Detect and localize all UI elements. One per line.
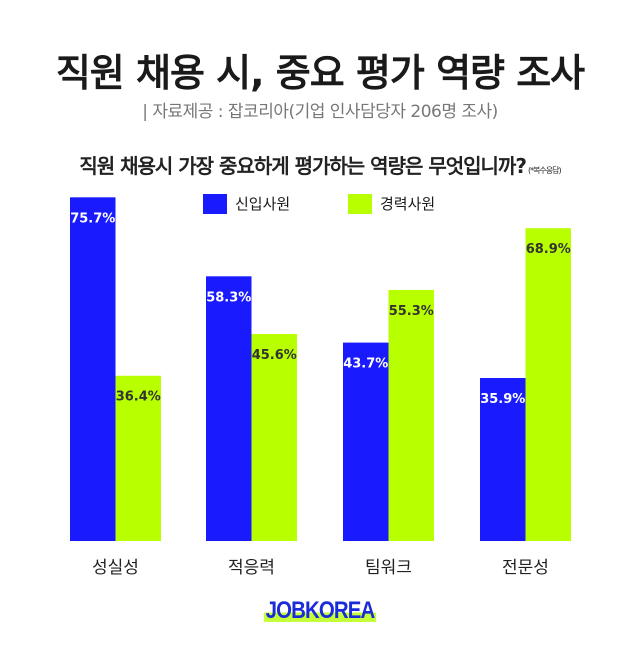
- logo-text: JOBKOREA: [263, 597, 377, 625]
- bar-new-3: [480, 378, 526, 541]
- category-label: 팀워크: [365, 558, 412, 578]
- legend-item-new: 신입사원: [203, 193, 290, 214]
- source-subtitle: | 자료제공 : 잡코리아(기업 인사담당자 206명 조사): [142, 102, 498, 122]
- bar-experienced-0: [115, 375, 161, 541]
- category-label: 전문성: [502, 558, 549, 578]
- bar-experienced-2: [388, 289, 434, 541]
- bar-experienced-1: [251, 333, 297, 541]
- data-label: 36.4%: [116, 390, 161, 405]
- data-label: 43.7%: [343, 357, 388, 372]
- bar-new-0: [70, 197, 116, 541]
- legend-label-new: 신입사원: [235, 195, 291, 213]
- legend-swatch-new: [203, 193, 227, 214]
- data-label: 55.3%: [389, 304, 434, 319]
- bar-new-1: [206, 276, 252, 541]
- bar-new-2: [343, 342, 389, 541]
- legend-swatch-experienced: [348, 193, 372, 214]
- bar-experienced-3: [525, 228, 571, 541]
- chart-title: 직원 채용시 가장 중요하게 평가하는 역량은 무엇입니까? (*복수응답): [0, 150, 640, 179]
- data-label: 58.3%: [206, 290, 251, 305]
- jobkorea-logo: JOBKOREA: [0, 597, 640, 625]
- multi-response-note: (*복수응답): [527, 166, 562, 175]
- page-title: 직원 채용 시, 중요 평가 역량 조사: [55, 51, 585, 95]
- category-label: 성실성: [92, 558, 139, 578]
- data-label: 35.9%: [480, 392, 525, 407]
- data-label: 75.7%: [70, 211, 115, 226]
- data-label: 45.6%: [252, 348, 297, 363]
- legend-label-experienced: 경력사원: [380, 195, 436, 213]
- data-label: 68.9%: [526, 242, 571, 257]
- question-text: 직원 채용시 가장 중요하게 평가하는 역량은 무엇입니까?: [79, 154, 527, 178]
- category-label: 적응력: [228, 558, 275, 578]
- legend-item-experienced: 경력사원: [348, 193, 435, 214]
